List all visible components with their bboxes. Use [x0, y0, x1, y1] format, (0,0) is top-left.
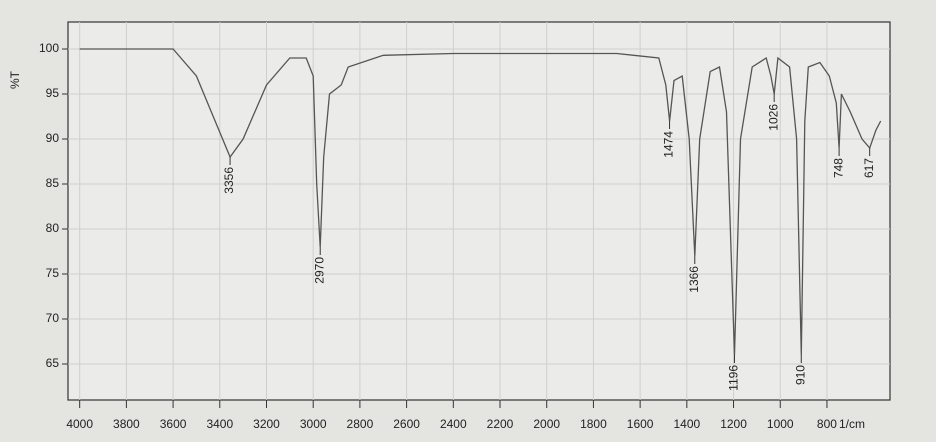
plot-area [67, 21, 891, 401]
y-tick-label: 90 [46, 131, 60, 145]
y-tick-label: 100 [39, 41, 59, 55]
y-tick-label: 65 [46, 356, 60, 370]
x-tick-label: 2400 [440, 417, 467, 431]
peak-label: 748 [831, 158, 845, 178]
peak-label: 1026 [766, 104, 780, 131]
x-tick-label: 1200 [720, 417, 747, 431]
peak-label: 1366 [687, 266, 701, 293]
y-tick-label: 85 [46, 176, 60, 190]
y-tick-label: 95 [46, 86, 60, 100]
x-tick-label: 1800 [580, 417, 607, 431]
x-tick-label: 2800 [347, 417, 374, 431]
x-tick-label: 3400 [206, 417, 233, 431]
peak-label: 3356 [222, 167, 236, 194]
peak-label: 617 [862, 158, 876, 178]
peak-label: 1474 [662, 131, 676, 158]
peak-label: 910 [793, 365, 807, 385]
x-tick-label: 4000 [66, 417, 93, 431]
x-tick-label: 1000 [767, 417, 794, 431]
x-tick-label: 3800 [113, 417, 140, 431]
peak-label: 1196 [727, 365, 741, 391]
y-tick-label: 80 [46, 221, 60, 235]
x-tick-label: 1600 [627, 417, 654, 431]
x-tick-label: 2200 [487, 417, 514, 431]
x-tick-label: 2600 [393, 417, 420, 431]
x-tick-label: 1400 [673, 417, 700, 431]
x-tick-label: 3200 [253, 417, 280, 431]
y-tick-label: 70 [46, 311, 60, 325]
y-axis-label: %T [8, 70, 22, 89]
x-tick-label: 3600 [160, 417, 187, 431]
peak-label: 2970 [312, 257, 326, 284]
x-tick-label: 3000 [300, 417, 327, 431]
x-axis-label: 1/cm [839, 417, 865, 431]
x-tick-label: 800 [817, 417, 837, 431]
y-tick-label: 75 [46, 266, 60, 280]
x-tick-label: 2000 [533, 417, 560, 431]
